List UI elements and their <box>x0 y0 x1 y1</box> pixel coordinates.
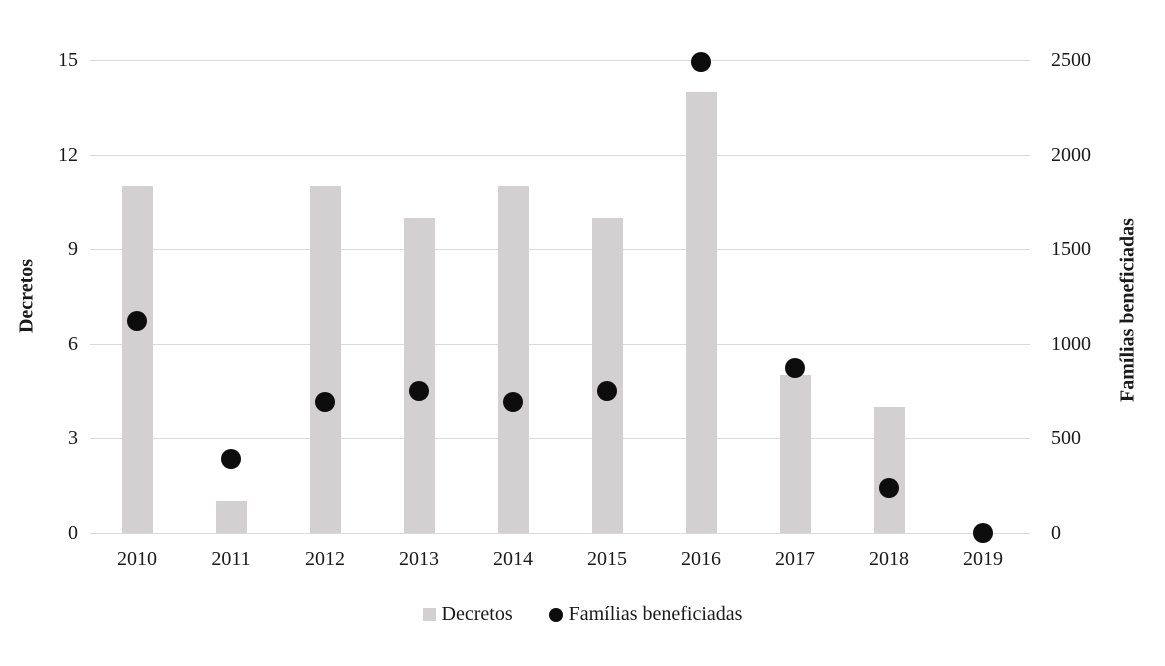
y-axis-right-tick-label: 0 <box>1051 522 1061 544</box>
bar-2014 <box>497 186 529 533</box>
x-axis-tick-label: 2017 <box>775 548 815 570</box>
dot-2010 <box>127 311 147 332</box>
bar-2010 <box>121 186 153 533</box>
y-axis-right-tick-label: 500 <box>1051 427 1081 450</box>
x-axis-tick-label: 2015 <box>587 548 627 570</box>
bar-2012 <box>309 186 341 533</box>
y-axis-right-tick-label: 2500 <box>1051 49 1091 71</box>
x-axis-tick-label: 2012 <box>305 548 345 570</box>
legend-item-familias: Famílias beneficiadas <box>548 603 743 626</box>
legend-label-familias: Famílias beneficiadas <box>568 603 743 625</box>
right-axis-title: Famílias beneficiadas <box>1116 218 1139 402</box>
legend-label-decretos: Decretos <box>441 603 513 625</box>
gridline <box>90 438 1030 440</box>
x-axis-tick-label: 2013 <box>399 548 439 570</box>
x-axis-tick-label: 2011 <box>211 548 251 570</box>
dot-2015 <box>597 381 617 402</box>
bar-2013 <box>403 217 435 533</box>
left-axis-title: Decretos <box>15 258 38 334</box>
bar-2018 <box>873 406 905 533</box>
y-axis-right-tick-label: 1000 <box>1051 332 1091 355</box>
gridline <box>90 343 1030 345</box>
dot-2019 <box>973 523 993 543</box>
y-axis-left-tick-label: 0 <box>68 522 78 544</box>
dot-2018 <box>879 477 899 498</box>
gridline <box>90 533 1030 534</box>
legend: Decretos Famílias beneficiadas <box>0 603 1165 626</box>
bar-2016 <box>685 91 717 533</box>
y-axis-left-tick-label: 12 <box>58 143 78 166</box>
x-axis-tick-label: 2014 <box>493 548 533 570</box>
dot-swatch-icon <box>548 607 563 622</box>
dot-2017 <box>785 358 805 379</box>
y-axis-right-tick-label: 1500 <box>1051 238 1091 261</box>
gridline <box>90 154 1030 156</box>
bar-2017 <box>779 375 811 533</box>
dot-2013 <box>409 381 429 402</box>
dot-2011 <box>221 449 241 470</box>
x-axis-tick-label: 2019 <box>963 548 1003 570</box>
dot-2012 <box>315 392 335 413</box>
y-axis-left-tick-label: 3 <box>68 427 78 450</box>
bar-2015 <box>591 217 623 533</box>
x-axis-tick-label: 2018 <box>869 548 909 570</box>
y-axis-right-tick-label: 2000 <box>1051 143 1091 166</box>
x-axis-tick-label: 2010 <box>117 548 157 570</box>
dot-2016 <box>691 51 711 72</box>
x-axis-tick-label: 2016 <box>681 548 721 570</box>
gridline <box>90 60 1030 61</box>
y-axis-left-tick-label: 9 <box>68 238 78 261</box>
bar-2011 <box>215 501 247 533</box>
y-axis-left-tick-label: 6 <box>68 332 78 355</box>
legend-item-decretos: Decretos <box>422 603 513 626</box>
bar-swatch-icon <box>422 608 436 621</box>
gridline <box>90 249 1030 251</box>
y-axis-left-tick-label: 15 <box>58 49 78 71</box>
dot-2014 <box>503 392 523 413</box>
